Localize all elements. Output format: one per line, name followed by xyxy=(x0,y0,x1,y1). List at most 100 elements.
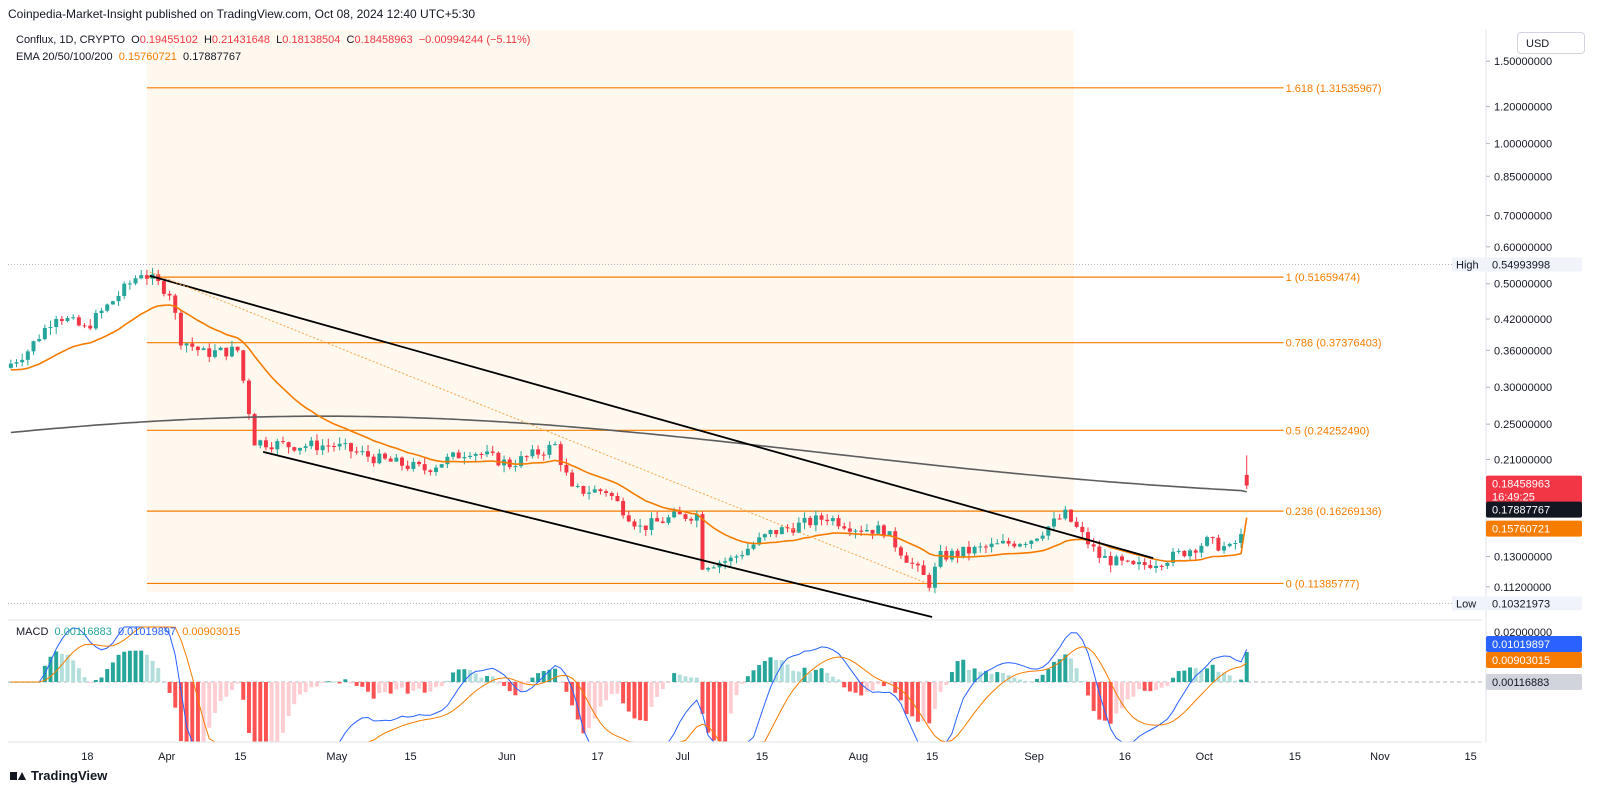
macd-histogram-bar xyxy=(502,682,507,686)
candle-body xyxy=(71,317,76,319)
macd-signal-value: 0.00903015 xyxy=(182,626,241,638)
macd-histogram-bar xyxy=(1199,670,1204,682)
macd-histogram-bar xyxy=(309,682,314,688)
macd-histogram-bar xyxy=(1233,681,1238,683)
candle-body xyxy=(1046,526,1051,536)
candle-body xyxy=(246,380,251,415)
candle-body xyxy=(1176,550,1181,552)
candle-body xyxy=(434,467,439,473)
candle-body xyxy=(751,544,756,549)
candle-body xyxy=(553,444,558,446)
macd-histogram-bar xyxy=(1012,677,1017,682)
candle-body xyxy=(609,493,614,496)
macd-histogram-bar xyxy=(1000,673,1005,682)
macd-histogram-bar xyxy=(439,682,444,687)
candle-body xyxy=(723,561,728,563)
macd-histogram-bar xyxy=(1193,668,1198,682)
macd-histogram-bar xyxy=(864,682,869,692)
macd-histogram-bar xyxy=(1051,661,1056,682)
macd-histogram-bar xyxy=(286,682,291,717)
macd-histogram-bar xyxy=(558,682,563,683)
macd-histogram-bar xyxy=(303,682,308,693)
candle-body xyxy=(915,563,920,566)
macd-histogram-bar xyxy=(263,682,268,742)
macd-histogram-bar xyxy=(190,682,195,742)
time-tick-label: 18 xyxy=(81,751,93,763)
candle-body xyxy=(740,555,745,557)
candle-body xyxy=(649,518,654,530)
macd-histogram-bar xyxy=(575,682,580,720)
candle-body xyxy=(728,557,733,562)
candle-body xyxy=(116,295,121,302)
macd-histogram-bar xyxy=(643,682,648,721)
macd-value-tag: 0.01019897 xyxy=(1492,639,1550,651)
candle-body xyxy=(808,517,813,526)
macd-histogram-bar xyxy=(717,682,722,742)
candle-body xyxy=(252,414,257,446)
candle-body xyxy=(258,440,263,446)
macd-label[interactable]: MACD xyxy=(16,626,49,638)
candle-body xyxy=(303,446,308,448)
candle-body xyxy=(1086,532,1090,545)
macd-histogram-bar xyxy=(451,672,456,682)
macd-histogram-bar xyxy=(400,682,404,688)
candle-body xyxy=(638,525,643,527)
macd-histogram-bar xyxy=(337,682,342,684)
macd-histogram-bar xyxy=(479,677,484,682)
candle-body xyxy=(524,456,529,458)
candle-body xyxy=(349,443,353,452)
ema-label[interactable]: EMA 20/50/100/200 xyxy=(16,51,113,63)
macd-histogram-bar xyxy=(167,682,172,693)
candle-body xyxy=(280,441,285,443)
macd-histogram-bar xyxy=(1182,670,1187,682)
candle-body xyxy=(54,318,59,328)
candle-body xyxy=(768,529,773,535)
candle-body xyxy=(830,518,835,522)
macd-histogram-bar xyxy=(269,682,274,742)
candle-body xyxy=(42,327,47,340)
macd-histogram-bar xyxy=(54,651,59,682)
candle-body xyxy=(485,451,490,455)
candle-body xyxy=(796,522,801,533)
candle-body xyxy=(1023,543,1028,545)
candle-body xyxy=(825,519,830,522)
candle-body xyxy=(144,275,149,279)
macd-value-tag: 0.00116883 xyxy=(1492,677,1549,689)
macd-histogram-bar xyxy=(683,676,688,682)
macd-histogram-bar xyxy=(989,673,994,682)
bar-countdown: 16:49:25 xyxy=(1492,492,1535,504)
macd-histogram-bar xyxy=(178,682,183,742)
macd-histogram-bar xyxy=(870,682,875,691)
macd-histogram-bar xyxy=(229,682,234,691)
macd-histogram-bar xyxy=(366,682,370,692)
candle-body xyxy=(212,350,217,357)
candle-body xyxy=(1000,540,1005,544)
macd-histogram-bar xyxy=(496,682,501,684)
currency-button[interactable]: USD xyxy=(1517,32,1585,54)
candle-body xyxy=(677,511,682,515)
candle-body xyxy=(178,312,183,346)
candle-body xyxy=(224,347,229,357)
candle-body xyxy=(229,346,234,357)
candle-body xyxy=(859,530,864,532)
fib-label-bg xyxy=(1283,423,1380,438)
symbol-name[interactable]: Conflux, 1D, CRYPTO xyxy=(16,34,126,46)
macd-histogram-bar xyxy=(904,682,909,715)
candle-body xyxy=(479,453,484,455)
candle-body xyxy=(1125,560,1130,562)
candle-body xyxy=(1137,562,1141,565)
tradingview-footer: TradingView xyxy=(10,768,107,783)
candle-body xyxy=(139,275,144,279)
candle-body xyxy=(938,550,943,567)
macd-histogram-bar xyxy=(133,650,138,682)
macd-histogram-bar xyxy=(887,682,892,685)
fib-label-bg xyxy=(1283,504,1380,519)
macd-histogram-bar xyxy=(757,665,762,682)
fib-level-label: 0 (0.11385777) xyxy=(1286,578,1360,590)
macd-histogram-bar xyxy=(564,682,569,692)
candle-body xyxy=(383,453,387,459)
time-tick-label: Sep xyxy=(1024,751,1044,763)
macd-value-tag-bg xyxy=(1486,636,1582,652)
channel-upper-trendline xyxy=(149,274,1154,560)
